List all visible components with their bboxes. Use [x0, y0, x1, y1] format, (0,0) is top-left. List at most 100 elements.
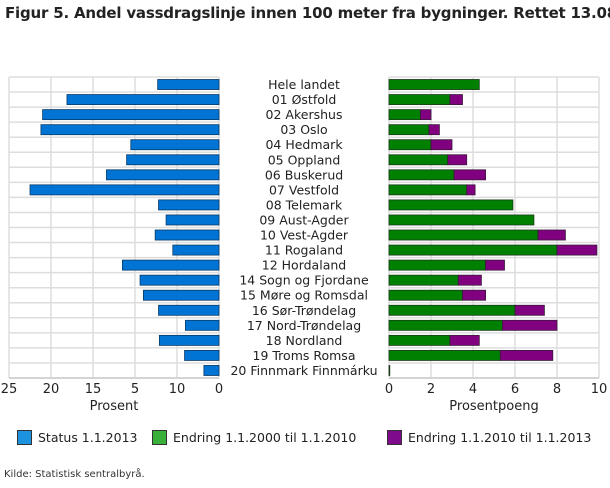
x-tick-label: 0	[385, 382, 393, 397]
x-tick-label: 0	[215, 382, 223, 397]
category-label: 18 Nordland	[266, 333, 343, 348]
category-label: 14 Sogn og Fjordane	[239, 273, 369, 288]
legend-swatch-endring-2000-2010	[152, 430, 167, 445]
bar-status	[106, 169, 220, 181]
legend-swatch-status	[17, 430, 32, 445]
bar-endring-2000-2010	[388, 319, 503, 331]
bar-endring-2000-2010	[388, 244, 558, 256]
category-label: 10 Vest-Agder	[260, 228, 349, 243]
legend-item-endring-2010-2013[interactable]: Endring 1.1.2010 til 1.1.2013	[387, 430, 591, 445]
bar-status	[172, 244, 220, 256]
bar-status	[130, 139, 220, 151]
bar-endring-2000-2010	[388, 79, 480, 90]
x-tick-label: 5	[131, 382, 139, 397]
bar-endring-2000-2010	[388, 139, 432, 151]
category-label: 06 Buskerud	[265, 167, 343, 182]
bar-endring-2010-2013	[514, 304, 545, 316]
x-tick-label: 6	[511, 382, 519, 397]
bar-endring-2010-2013	[447, 154, 468, 166]
bar-endring-2010-2013	[449, 334, 480, 346]
bar-status	[158, 334, 220, 346]
category-label: 02 Akershus	[266, 107, 343, 122]
category-label: 20 Finnmark Finnmárku	[230, 363, 377, 378]
category-label: 05 Oppland	[268, 152, 341, 167]
legend-label: Status 1.1.2013	[38, 430, 138, 445]
category-label: 08 Telemark	[266, 197, 343, 212]
category-label: 04 Hedmark	[265, 137, 343, 152]
category-label: 15 Møre og Romsdal	[240, 288, 368, 303]
bar-endring-2010-2013	[485, 259, 505, 271]
bar-endring-2010-2013	[537, 229, 566, 241]
x-tick-label: 8	[553, 382, 561, 397]
legend-label: Endring 1.1.2000 til 1.1.2010	[173, 430, 357, 445]
bar-endring-2010-2013	[501, 319, 558, 331]
bar-status	[66, 94, 220, 106]
legend-swatch-endring-2010-2013	[387, 430, 402, 445]
bar-status	[42, 109, 220, 121]
bar-endring-2010-2013	[428, 124, 440, 136]
bar-status	[203, 365, 220, 376]
bar-endring-2000-2010	[388, 184, 468, 196]
bar-endring-2000-2010	[388, 154, 449, 166]
bar-status	[154, 229, 220, 241]
x-tick-label: 4	[469, 382, 477, 397]
bar-status	[158, 304, 220, 316]
bar-endring-2010-2013	[420, 109, 432, 121]
bar-status	[139, 274, 220, 286]
chart-title: Figur 5. Andel vassdragslinje innen 100 …	[5, 4, 610, 22]
bar-endring-2000-2010	[388, 124, 430, 136]
x-axis-label-right: Prosentpoeng	[449, 399, 538, 414]
bar-endring-2000-2010	[388, 365, 391, 376]
bar-endring-2000-2010	[388, 334, 451, 346]
category-label: 19 Troms Romsa	[253, 348, 356, 363]
bar-endring-2000-2010	[388, 229, 539, 241]
category-label: 01 Østfold	[272, 92, 337, 107]
bar-endring-2000-2010	[388, 94, 451, 106]
legend-label: Endring 1.1.2010 til 1.1.2013	[408, 430, 592, 445]
bar-status	[184, 319, 220, 331]
bar-endring-2010-2013	[556, 244, 598, 256]
bar-status	[157, 79, 220, 90]
bar-status	[158, 199, 220, 211]
bar-status	[142, 289, 220, 301]
x-axis-label-left: Prosent	[90, 399, 139, 414]
x-tick-label: 20	[43, 382, 60, 397]
bar-endring-2000-2010	[388, 214, 535, 226]
bar-endring-2010-2013	[466, 184, 476, 196]
bar-endring-2010-2013	[453, 169, 487, 181]
bar-endring-2000-2010	[388, 109, 421, 121]
category-label: Hele landet	[268, 77, 340, 92]
bar-endring-2010-2013	[430, 139, 453, 151]
category-label: 11 Rogaland	[265, 243, 343, 258]
x-tick-label: 25	[1, 382, 18, 397]
x-tick-label: 10	[591, 382, 608, 397]
bar-endring-2000-2010	[388, 274, 459, 286]
bar-status	[40, 124, 220, 136]
bar-status	[165, 214, 220, 226]
x-tick-label: 2	[427, 382, 435, 397]
bar-endring-2010-2013	[457, 274, 482, 286]
category-label: 12 Hordaland	[262, 258, 346, 273]
x-tick-label: 15	[85, 382, 102, 397]
bar-status	[184, 349, 220, 361]
x-tick-label: 10	[169, 382, 186, 397]
category-label: 07 Vestfold	[269, 182, 339, 197]
bar-endring-2000-2010	[388, 304, 516, 316]
category-label: 17 Nord-Trøndelag	[247, 318, 361, 333]
category-label: 09 Aust-Agder	[259, 212, 349, 227]
bar-endring-2010-2013	[499, 349, 554, 361]
bar-endring-2000-2010	[388, 259, 486, 271]
bar-endring-2010-2013	[462, 289, 487, 301]
legend-item-status[interactable]: Status 1.1.2013	[17, 430, 137, 445]
category-label: 03 Oslo	[280, 122, 327, 137]
bar-endring-2000-2010	[388, 349, 501, 361]
bar-status	[122, 259, 220, 271]
category-label: 16 Sør-Trøndelag	[252, 303, 356, 318]
bar-status	[126, 154, 220, 166]
bar-endring-2000-2010	[388, 199, 514, 211]
bar-endring-2010-2013	[449, 94, 463, 106]
bar-endring-2000-2010	[388, 169, 455, 181]
legend-item-endring-2000-2010[interactable]: Endring 1.1.2000 til 1.1.2010	[152, 430, 356, 445]
